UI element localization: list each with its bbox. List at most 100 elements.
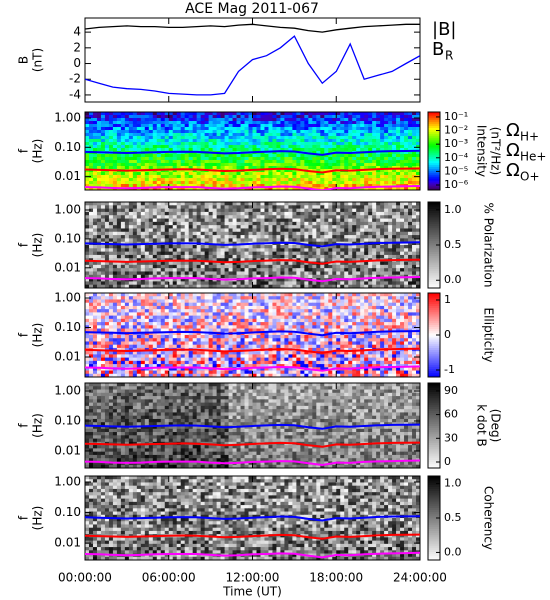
- spectrogram-cell: [160, 187, 166, 191]
- spectrogram-cell: [380, 112, 385, 116]
- spectrogram-cell: [108, 235, 114, 239]
- spectrogram-cell: [216, 251, 221, 256]
- spectrogram-cell: [320, 124, 325, 128]
- spectrogram-cell: [200, 208, 206, 213]
- spectrogram-cell: [280, 278, 285, 282]
- spectrogram-cell: [360, 225, 365, 229]
- spectrogram-cell: [388, 115, 393, 119]
- spectrogram-cell: [180, 181, 186, 185]
- spectrogram-cell: [324, 208, 329, 213]
- spectrogram-cell: [356, 284, 361, 289]
- spectrogram-cell: [292, 215, 297, 219]
- spectrogram-cell: [268, 278, 273, 282]
- spectrogram-cell: [300, 238, 305, 243]
- spectrogram-cell: [304, 248, 309, 253]
- spectrogram-cell: [220, 145, 225, 149]
- spectrogram-cell: [85, 163, 90, 167]
- spectrogram-cell: [160, 145, 166, 149]
- spectrogram-cell: [220, 133, 225, 137]
- spectrogram-cell: [228, 235, 233, 239]
- spectrogram-cell: [284, 151, 289, 155]
- spectrogram-cell: [300, 172, 305, 176]
- spectrogram-cell: [260, 202, 265, 206]
- spectrogram-cell: [140, 181, 146, 185]
- spectrogram-cell: [244, 218, 249, 223]
- spectrogram-cell: [408, 228, 413, 233]
- spectrogram-cell: [100, 261, 106, 266]
- spectrogram-cell: [116, 215, 122, 219]
- spectrogram-cell: [176, 225, 182, 229]
- colorbar-cell: [428, 156, 440, 160]
- spectrogram-cell: [156, 284, 162, 289]
- spectrogram-cell: [204, 254, 210, 259]
- spectrogram-cell: [396, 127, 401, 131]
- spectrogram-cell: [256, 187, 261, 191]
- spectrogram-cell: [196, 181, 202, 185]
- spectrogram-cell: [128, 124, 134, 128]
- spectrogram-cell: [368, 305, 373, 310]
- spectrogram-cell: [416, 202, 421, 206]
- spectrogram-cell: [208, 268, 214, 272]
- spectrogram-cell: [288, 235, 293, 239]
- spectrogram-cell: [85, 172, 90, 176]
- spectrogram-cell: [396, 299, 401, 304]
- spectrogram-cell: [236, 184, 241, 188]
- spectrogram-cell: [312, 221, 317, 226]
- spectrogram-cell: [316, 157, 321, 161]
- spectrogram-cell: [344, 163, 349, 167]
- spectrogram-cell: [85, 302, 90, 307]
- colorbar-cell: [428, 236, 440, 239]
- spectrogram-cell: [168, 130, 174, 134]
- spectrogram-cell: [384, 139, 389, 143]
- spectrogram-cell: [96, 166, 102, 170]
- colorbar-cell: [428, 115, 440, 119]
- spectrogram-cell: [112, 254, 118, 259]
- spectrogram-cell: [168, 264, 174, 269]
- spectrogram-cell: [248, 254, 253, 259]
- spectrogram-cell: [144, 268, 150, 272]
- spectrogram-cell: [172, 305, 178, 310]
- spectrogram-cell: [336, 166, 341, 170]
- spectrogram-cell: [372, 127, 377, 131]
- spectrogram-cell: [156, 148, 162, 152]
- spectrogram-cell: [100, 115, 106, 119]
- spectrogram-cell: [184, 274, 190, 279]
- spectrogram-cell: [184, 115, 190, 119]
- spectrogram-cell: [132, 145, 138, 149]
- spectrogram-cell: [384, 124, 389, 128]
- spectrogram-cell: [392, 175, 397, 179]
- spectrogram-cell: [272, 235, 277, 239]
- spectrogram-cell: [388, 175, 393, 179]
- spectrogram-cell: [304, 302, 309, 307]
- spectrogram-cell: [172, 139, 178, 143]
- spectrogram-cell: [176, 202, 182, 206]
- spectrogram-cell: [88, 160, 94, 164]
- spectrogram-cell: [176, 124, 182, 128]
- spectrogram-cell: [232, 178, 237, 182]
- spectrogram-cell: [356, 254, 361, 259]
- spectrogram-cell: [344, 205, 349, 210]
- spectrogram-cell: [164, 184, 170, 188]
- spectrogram-cell: [300, 121, 305, 125]
- spectrogram-cell: [88, 274, 94, 279]
- spectrogram-cell: [208, 261, 214, 266]
- spectrogram-cell: [292, 160, 297, 164]
- spectrogram-cell: [392, 225, 397, 229]
- spectrogram-cell: [160, 127, 166, 131]
- spectrogram-cell: [404, 245, 409, 249]
- spectrogram-cell: [376, 169, 381, 173]
- spectrogram-cell: [360, 251, 365, 256]
- spectrogram-cell: [180, 225, 186, 229]
- spectrogram-cell: [188, 231, 194, 236]
- spectrogram-cell: [296, 305, 301, 310]
- spectrogram-cell: [348, 154, 353, 158]
- spectrogram-cell: [164, 115, 170, 119]
- spectrogram-cell: [228, 225, 233, 229]
- spectrogram-cell: [156, 293, 162, 297]
- spectrogram-cell: [144, 264, 150, 269]
- spectrogram-cell: [400, 163, 405, 167]
- spectrogram-cell: [232, 254, 237, 259]
- spectrogram-cell: [268, 248, 273, 253]
- spectrogram-cell: [256, 271, 261, 276]
- spectrogram-cell: [284, 148, 289, 152]
